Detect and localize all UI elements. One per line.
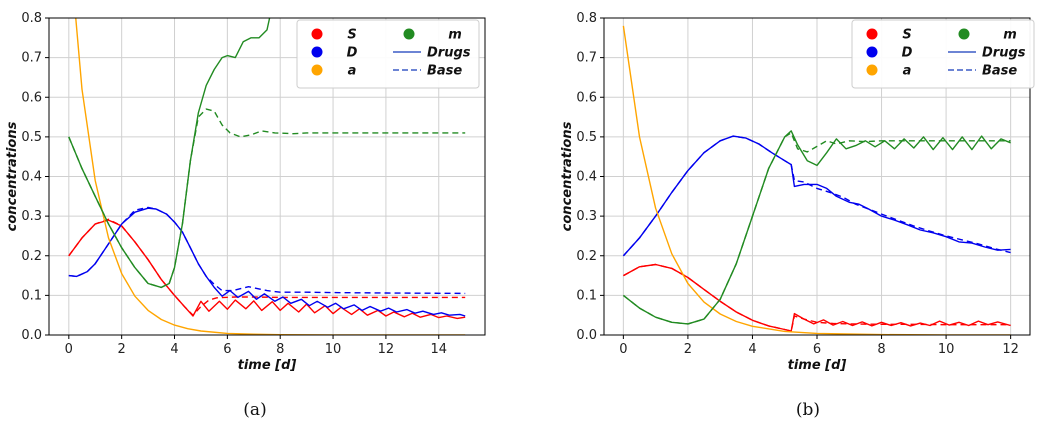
- y-tick-label: 0.5: [21, 130, 42, 145]
- x-tick-label: 2: [118, 342, 126, 357]
- y-tick-label: 0.0: [576, 328, 597, 343]
- legend-label-base: Base: [427, 64, 462, 79]
- y-tick-label: 0.3: [21, 209, 42, 224]
- x-tick-label: 10: [325, 342, 342, 357]
- x-tick-label: 2: [684, 342, 692, 357]
- legend-marker-a: [866, 64, 878, 76]
- x-tick-label: 4: [748, 342, 756, 357]
- x-tick-label: 12: [1002, 342, 1019, 357]
- x-tick-label: 10: [938, 342, 955, 357]
- y-tick-label: 0.3: [576, 209, 597, 224]
- x-axis-label: time [d]: [788, 358, 847, 373]
- x-tick-label: 8: [276, 342, 284, 357]
- series-line-D-dashed: [68, 206, 466, 295]
- series-line-D-solid: [622, 135, 1011, 257]
- y-tick-label: 0.8: [576, 11, 597, 26]
- y-tick-label: 0.8: [21, 11, 42, 26]
- x-tick-label: 4: [170, 342, 178, 357]
- legend-label-D: D: [347, 46, 358, 61]
- y-tick-label: 0.5: [576, 130, 597, 145]
- y-axis-label: concentrations: [5, 121, 20, 231]
- legend-label-drugs: Drugs: [427, 46, 471, 61]
- series-line-S-solid: [623, 263, 1011, 332]
- legend-marker-m: [403, 28, 415, 40]
- series-line-S-solid: [68, 219, 466, 320]
- legend-box: [851, 19, 1035, 89]
- y-tick-label: 0.6: [21, 90, 42, 105]
- x-tick-label: 0: [619, 342, 627, 357]
- legend-label-S: S: [902, 28, 911, 43]
- x-tick-label: 6: [223, 342, 231, 357]
- legend-marker-S: [866, 28, 878, 40]
- series-group: [622, 25, 1011, 335]
- legend-label-m: m: [448, 28, 462, 43]
- legend-label-m: m: [1003, 28, 1017, 43]
- series-line-a-solid: [622, 25, 1011, 335]
- series-group: [68, 18, 466, 335]
- x-axis-label: time [d]: [238, 358, 297, 373]
- y-tick-label: 0.4: [576, 170, 597, 185]
- chart-panel-b: 0 2 4 6 8 10 12 0.0 0.1 0.2 0.3 0.4 0.5 0.6 0.7 0.8 time…: [560, 11, 1035, 420]
- x-tick-label: 6: [813, 342, 821, 357]
- legend-label-D: D: [902, 46, 913, 61]
- legend-label-base: Base: [982, 64, 1017, 79]
- legend-label-S: S: [347, 28, 356, 43]
- y-tick-label: 0.1: [576, 288, 597, 303]
- y-tick-label: 0.2: [576, 249, 597, 264]
- series-line-m-dashed: [622, 132, 1011, 325]
- legend-label-drugs: Drugs: [982, 46, 1026, 61]
- legend-marker-a: [311, 64, 323, 76]
- legend: SDa m Drugs Base: [851, 19, 1035, 89]
- panel-caption: (a): [243, 400, 266, 420]
- series-line-m-solid: [622, 130, 1011, 325]
- panel-caption: (b): [796, 400, 820, 420]
- legend-marker-D: [866, 46, 878, 58]
- y-tick-label: 0.1: [21, 288, 42, 303]
- series-line-D-solid: [68, 207, 466, 317]
- legend-marker-D: [311, 46, 323, 58]
- series-line-m-solid: [68, 18, 271, 289]
- x-tick-label: 12: [378, 342, 395, 357]
- legend: SDa m Drugs Base: [296, 19, 480, 89]
- y-tick-label: 0.7: [21, 51, 42, 66]
- legend-label-a: a: [903, 64, 912, 79]
- legend-marker-S: [311, 28, 323, 40]
- x-tick-label: 0: [65, 342, 73, 357]
- y-tick-label: 0.6: [576, 90, 597, 105]
- x-tick-label: 8: [877, 342, 885, 357]
- y-axis-label: concentrations: [560, 121, 575, 231]
- y-tick-label: 0.7: [576, 51, 597, 66]
- chart-panel-a: 0 2 4 6 8 10 12 14 0.0 0.1 0.2 0.3 0.4 0.5 0.6 0.7 0.8 ti…: [5, 11, 486, 420]
- y-tick-label: 0.0: [21, 328, 42, 343]
- x-tick-label: 14: [430, 342, 447, 357]
- y-tick-label: 0.4: [21, 170, 42, 185]
- legend-label-a: a: [348, 64, 357, 79]
- legend-box: [296, 19, 480, 89]
- series-line-m-dashed: [68, 108, 466, 289]
- y-tick-label: 0.2: [21, 249, 42, 264]
- legend-marker-m: [958, 28, 970, 40]
